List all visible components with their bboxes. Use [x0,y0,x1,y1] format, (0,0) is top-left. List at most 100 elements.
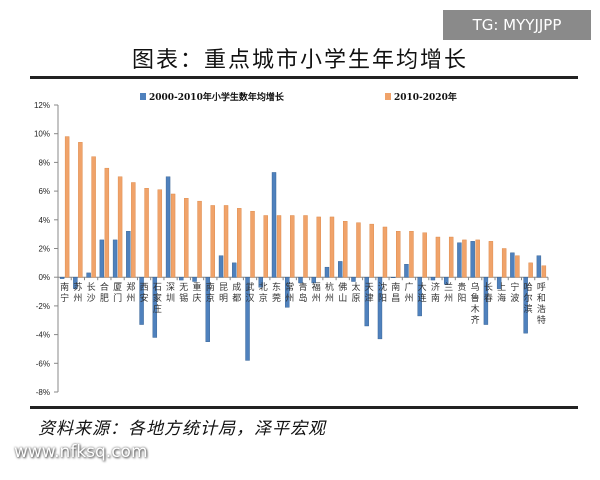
bar-2010-2020 [435,236,441,278]
bar-2000-2010 [324,266,330,278]
x-tick-label: 济南 [431,281,440,304]
x-tick-label: 北京 [259,282,268,304]
x-tick-label: 苏州 [73,281,82,304]
bar-2010-2020 [356,222,361,278]
title-divider [30,76,578,79]
bar-2000-2010 [377,277,383,340]
legend-swatch [385,93,391,100]
x-tick-label: 长春 [484,281,493,304]
bar-2000-2010 [311,277,316,284]
bar-2000-2010 [126,231,131,278]
x-tick-label: 昆明 [219,282,228,304]
bar-2010-2020 [144,188,149,278]
x-tick-label: 杭州 [325,281,334,304]
x-tick-label: 郑州 [126,281,135,304]
watermark-site: www.nfksq.com [14,442,148,462]
bar-2000-2010 [205,277,210,342]
bar-2000-2010 [430,277,436,281]
source-divider [30,406,578,409]
x-tick-label: 南京 [206,281,215,304]
x-tick-label: 东莞 [272,281,281,304]
y-tick-label: -4% [36,331,50,340]
bar-2010-2020 [409,231,414,278]
bar-2000-2010 [86,272,91,278]
bar-2000-2010 [285,277,290,308]
x-tick-label: 贵阳 [457,281,466,304]
bar-2010-2020 [303,215,308,278]
x-tick-label: 乌鲁木齐 [471,281,480,326]
bar-2000-2010 [510,252,515,278]
bar-2000-2010 [258,277,263,288]
bar-2000-2010 [59,277,65,279]
x-tick-label: 合肥 [100,281,109,304]
legend-label: 2000-2010年小学生数年均增长 [149,91,285,103]
x-tick-label: 成都 [232,281,241,304]
bar-2010-2020 [276,215,282,278]
bar-2010-2020 [515,255,520,278]
bar-2010-2020 [396,231,401,278]
bar-2000-2010 [192,277,197,282]
bar-2010-2020 [541,265,547,278]
bar-2000-2010 [483,277,489,325]
y-tick-label: 2% [38,245,50,254]
bar-2000-2010 [496,277,502,289]
x-tick-label: 广州 [404,281,413,304]
x-tick-label: 沈阳 [378,281,387,304]
bar-2010-2020 [197,200,202,278]
bar-2010-2020 [316,216,321,278]
x-tick-label: 常州 [285,281,294,304]
x-tick-label: 上海 [497,282,506,304]
bar-2010-2020 [528,262,533,278]
bar-2000-2010 [338,261,343,278]
bar-2010-2020 [64,136,70,278]
bar-2000-2010 [218,255,224,278]
x-tick-label: 武汉 [246,281,255,304]
x-tick-label: 重庆 [193,281,202,304]
x-tick-label: 南宁 [60,281,69,304]
bar-2010-2020 [104,167,110,278]
y-tick-label: 10% [34,130,50,139]
bar-2000-2010 [232,262,237,278]
bar-2000-2010 [112,239,118,278]
x-tick-label: 太原 [351,281,360,304]
bar-2010-2020 [448,236,454,278]
bar-2000-2010 [523,277,528,334]
y-tick-label: 8% [38,158,50,167]
x-tick-label: 宁波 [510,281,519,304]
bar-2000-2010 [391,277,396,278]
watermark-tg: TG: MYYJJPP [443,10,591,40]
x-tick-label: 天津 [365,283,374,304]
x-tick-label: 西安 [140,282,149,304]
bar-2010-2020 [184,198,189,278]
bar-2000-2010 [139,277,144,325]
bar-2000-2010 [536,255,542,278]
bar-2000-2010 [443,277,449,285]
bar-2010-2020 [170,193,176,278]
x-tick-label: 福州 [312,281,321,304]
bar-2000-2010 [73,277,78,289]
y-tick-label: 4% [38,216,50,225]
bar-2010-2020 [263,215,268,278]
y-tick-label: -2% [36,302,50,311]
x-tick-label: 哈尔滨 [524,281,533,315]
bar-2000-2010 [351,277,356,282]
x-tick-label: 青岛 [298,281,307,304]
bar-2010-2020 [131,182,136,278]
source-note: 资料来源：各地方统计局，泽平宏观 [38,419,326,439]
bar-2000-2010 [245,277,250,361]
bar-2000-2010 [470,241,475,278]
bar-2000-2010 [165,176,171,278]
bar-2010-2020 [475,239,480,278]
bar-2010-2020 [223,205,229,278]
x-tick-label: 兰州 [444,281,453,304]
x-tick-label: 长沙 [87,281,96,304]
bar-2010-2020 [488,241,494,278]
x-tick-label: 大连 [418,281,427,304]
y-tick-label: 12% [34,101,50,110]
bar-2000-2010 [152,277,158,338]
x-tick-label: 呼和浩特 [537,282,546,326]
x-tick-label: 无锡 [179,282,188,304]
chart-title: 图表：重点城市小学生年均增长 [131,48,468,73]
x-tick-label: 南昌 [391,281,400,304]
